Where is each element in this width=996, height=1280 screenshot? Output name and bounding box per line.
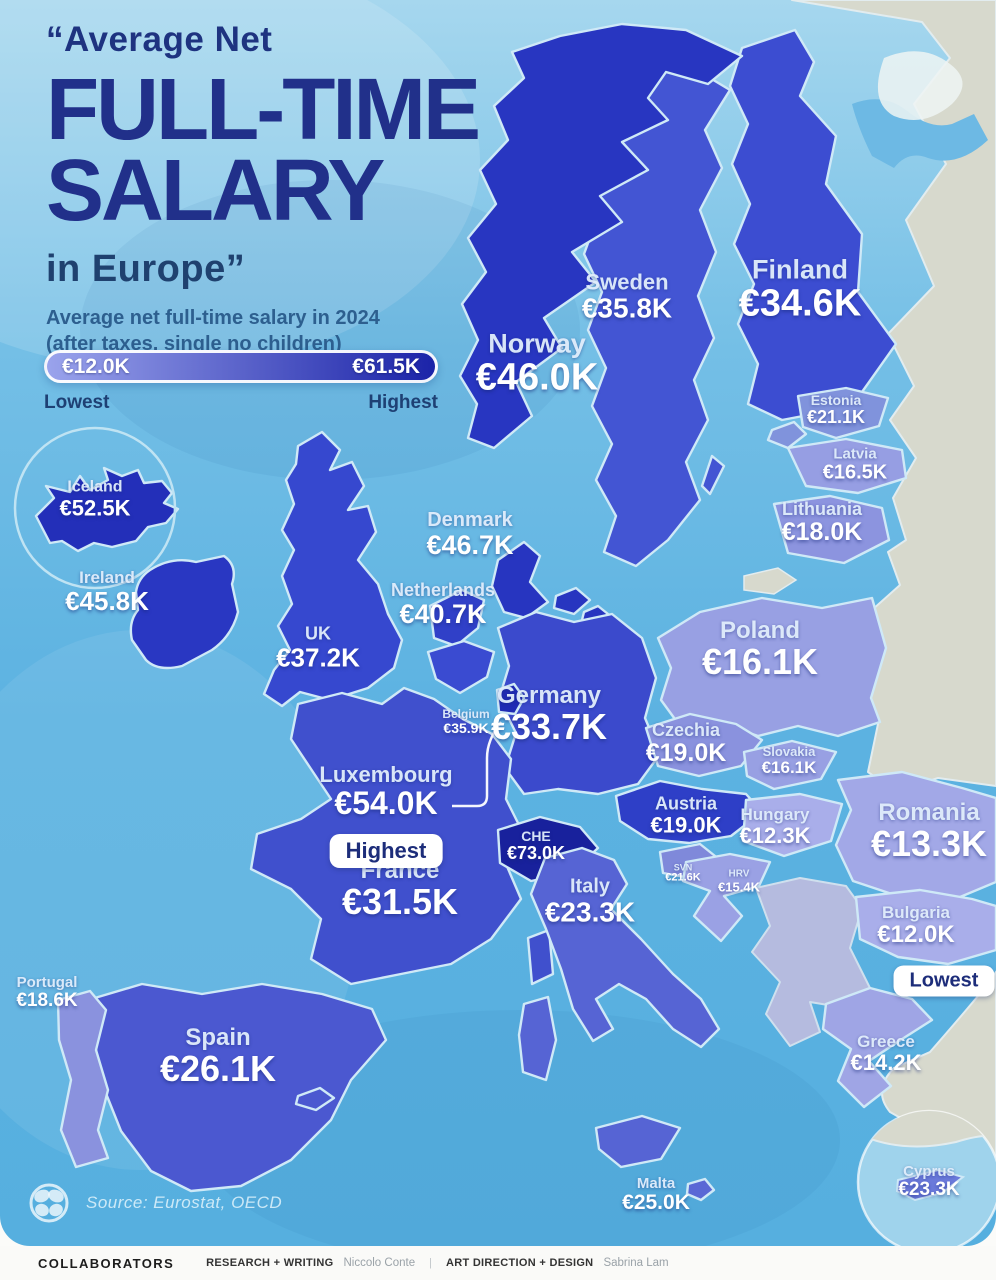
country-shape-bulgaria	[854, 888, 996, 966]
white-sea-inlet	[852, 99, 988, 168]
main-title-line1: FULL-TIME	[46, 61, 481, 158]
highest-badge: Highest	[329, 834, 443, 868]
luxembourg-leader-line	[452, 721, 502, 808]
source-text: Source: Eurostat, OECD	[86, 1193, 283, 1212]
country-shape-sweden	[700, 454, 726, 496]
country-shape-spain	[86, 982, 388, 1193]
subtitle: Average net full-time salary in 2024 (af…	[46, 305, 496, 358]
country-shape-luxembourg	[495, 682, 526, 716]
subtitle-line2: (after taxes, single no children)	[46, 333, 342, 356]
country-shape-hungary	[741, 792, 844, 858]
country-shape-france	[526, 928, 555, 986]
country-shape-lithuania	[772, 494, 891, 565]
subtitle-line1: Average net full-time salary in 2024	[46, 306, 380, 329]
country-shape-italy	[594, 1114, 682, 1169]
legend-max-value: €61.5K	[352, 354, 420, 378]
country-shape-netherlands	[428, 588, 486, 648]
arctic-ice-patch	[877, 51, 963, 121]
legend-min-label: Lowest	[44, 392, 110, 413]
kaliningrad-land	[743, 567, 798, 595]
country-shape-portugal	[56, 989, 110, 1169]
main-title: FULL-TIME SALARY	[46, 61, 526, 239]
country-shape-estonia	[796, 386, 890, 440]
sea-shadow	[80, 180, 580, 480]
art-direction-label: ART DIRECTION + DESIGN	[445, 1257, 594, 1269]
country-shape-denmark	[490, 540, 550, 620]
europe-basemap	[0, 0, 996, 1246]
art-direction-name: Sabrina Lam	[603, 1257, 669, 1269]
legend-min-value: €12.0K	[62, 354, 130, 378]
legend-max-label: Highest	[368, 392, 438, 413]
legend-gradient-bar: €12.0K €61.5K	[44, 350, 438, 383]
footer-bar: COLLABORATORS RESEARCH + WRITING Niccolo…	[0, 1246, 996, 1280]
country-shape-cyprus	[895, 1168, 966, 1202]
footer-separator: |	[429, 1257, 432, 1269]
country-shape-spain	[294, 1086, 336, 1112]
country-shape-latvia	[786, 437, 908, 495]
country-shape-italy	[529, 846, 721, 1049]
title-block: “Average Net FULL-TIME SALARY in Europe”…	[46, 20, 526, 358]
country-shape-belgium	[426, 639, 496, 695]
research-writing-label: RESEARCH + WRITING	[206, 1257, 334, 1269]
collaborators-label: COLLABORATORS	[38, 1255, 175, 1271]
publisher-logo-icon	[29, 1183, 69, 1223]
country-shape-romania	[834, 770, 996, 904]
country-shape-greece	[821, 986, 934, 1109]
main-title-line2: SALARY	[46, 141, 385, 239]
source-row: Source: Eurostat, OECD	[26, 1182, 282, 1224]
country-shape-estonia	[766, 420, 808, 450]
country-shape-slovakia	[742, 739, 838, 791]
lowest-badge: Lowest	[893, 965, 995, 997]
infographic-card: “Average Net FULL-TIME SALARY in Europe”…	[0, 0, 996, 1246]
country-shape-norway	[458, 22, 744, 450]
iceland-inset-circle	[13, 426, 177, 590]
country-shape-croatia	[681, 852, 772, 943]
country-shape-iceland	[34, 466, 180, 553]
research-writing-name: Niccolo Conte	[343, 1257, 416, 1269]
country-shape-italy	[517, 995, 558, 1082]
title-quote-line: “Average Net	[46, 20, 273, 59]
sea-highlight	[0, 0, 480, 370]
legend: €12.0K €61.5K Lowest Highest	[44, 350, 438, 414]
country-shape-denmark	[552, 586, 592, 616]
country-shape-poland	[656, 596, 888, 738]
country-shape-ireland	[129, 554, 240, 670]
country-shape-germany	[496, 610, 662, 796]
title-region-line: in Europe”	[46, 247, 246, 290]
country-shape-malta	[685, 1177, 716, 1202]
